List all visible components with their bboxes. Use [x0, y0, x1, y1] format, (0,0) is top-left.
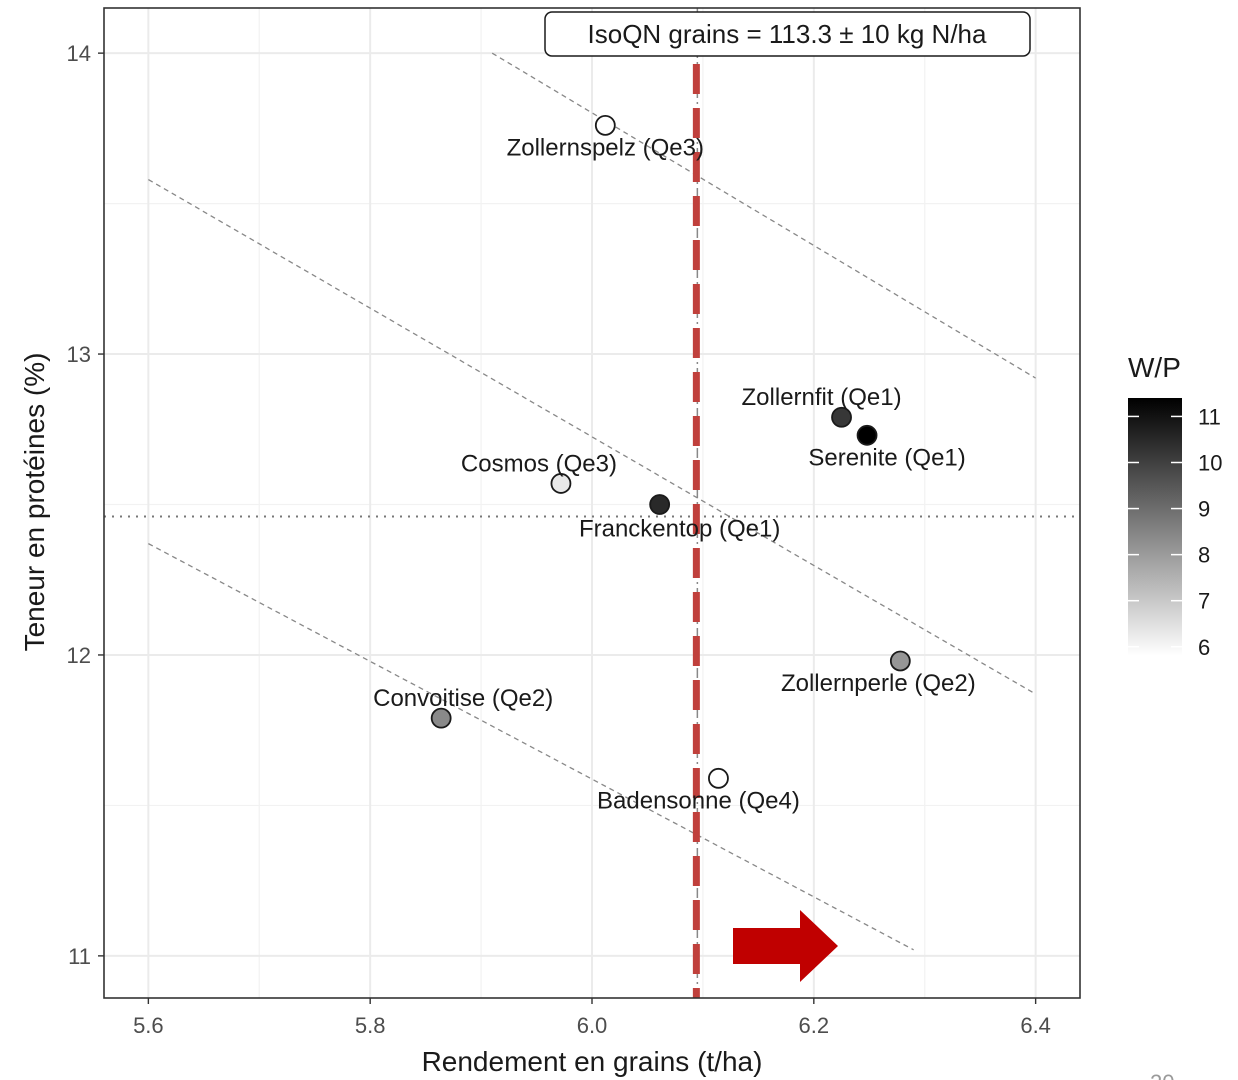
legend-tick-label: 9 [1198, 497, 1210, 522]
data-point [856, 424, 878, 446]
legend-title: W/P [1128, 352, 1181, 383]
right-arrow-shape [733, 910, 838, 982]
y-tick-label: 14 [67, 41, 91, 66]
iso-quantity-line [491, 52, 1036, 379]
annotation-box: IsoQN grains = 113.3 ± 10 kg N/ha [544, 11, 1031, 57]
x-tick-label: 6.2 [799, 1013, 830, 1038]
point-label: Serenite (Qe1) [808, 444, 965, 471]
y-axis-title: Teneur en protéines (%) [19, 353, 50, 652]
point-label: Badensonne (Qe4) [597, 787, 800, 814]
page-number: 20 [1150, 1070, 1174, 1080]
y-tick-label: 13 [67, 342, 91, 367]
data-point [831, 406, 852, 428]
legend-tick-label: 7 [1198, 589, 1210, 614]
data-point [550, 473, 572, 494]
annotation-text: IsoQN grains = 113.3 ± 10 kg N/ha [588, 19, 987, 49]
point-label: Franckentop (Qe1) [579, 516, 780, 543]
arrow-icon [733, 910, 838, 982]
iso-lines [148, 52, 1036, 951]
legend-tick-label: 11 [1198, 404, 1221, 429]
point-label: Convoitise (Qe2) [373, 685, 553, 712]
data-points: Zollernspelz (Qe3) Zollernfit (Qe1) Sereni… [373, 114, 976, 814]
data-point [430, 707, 452, 729]
y-tick-label: 11 [68, 944, 91, 969]
legend-tick-label: 10 [1198, 451, 1222, 476]
grid-layer [104, 8, 1080, 998]
x-tick-label: 6.4 [1020, 1013, 1051, 1038]
reference-lines [104, 8, 1080, 998]
x-tick-label: 5.8 [355, 1013, 386, 1038]
y-tick-label: 12 [67, 643, 91, 668]
legend-tick-label: 8 [1198, 543, 1210, 568]
legend-tick-label: 6 [1198, 635, 1210, 660]
iso-quantity-line [148, 543, 914, 951]
data-point [889, 650, 911, 672]
annotation-frame [544, 11, 1031, 57]
x-axis-title: Rendement en grains (t/ha) [422, 1046, 763, 1077]
data-point [649, 494, 671, 515]
legend-colorbar [1128, 398, 1182, 656]
x-tick-label: 5.6 [133, 1013, 164, 1038]
data-point [708, 767, 729, 789]
color-legend: W/P 11 10 9 8 7 6 [1128, 352, 1222, 660]
axes: 5.6 5.8 6.0 6.2 6.4 11 12 13 14 [67, 41, 1051, 1038]
point-label: Zollernfit (Qe1) [742, 384, 902, 411]
point-label: Cosmos (Qe3) [461, 450, 617, 477]
point-label: Zollernspelz (Qe3) [507, 134, 704, 161]
x-tick-label: 6.0 [577, 1013, 608, 1038]
data-point [594, 114, 616, 136]
point-label: Zollernperle (Qe2) [781, 670, 976, 697]
